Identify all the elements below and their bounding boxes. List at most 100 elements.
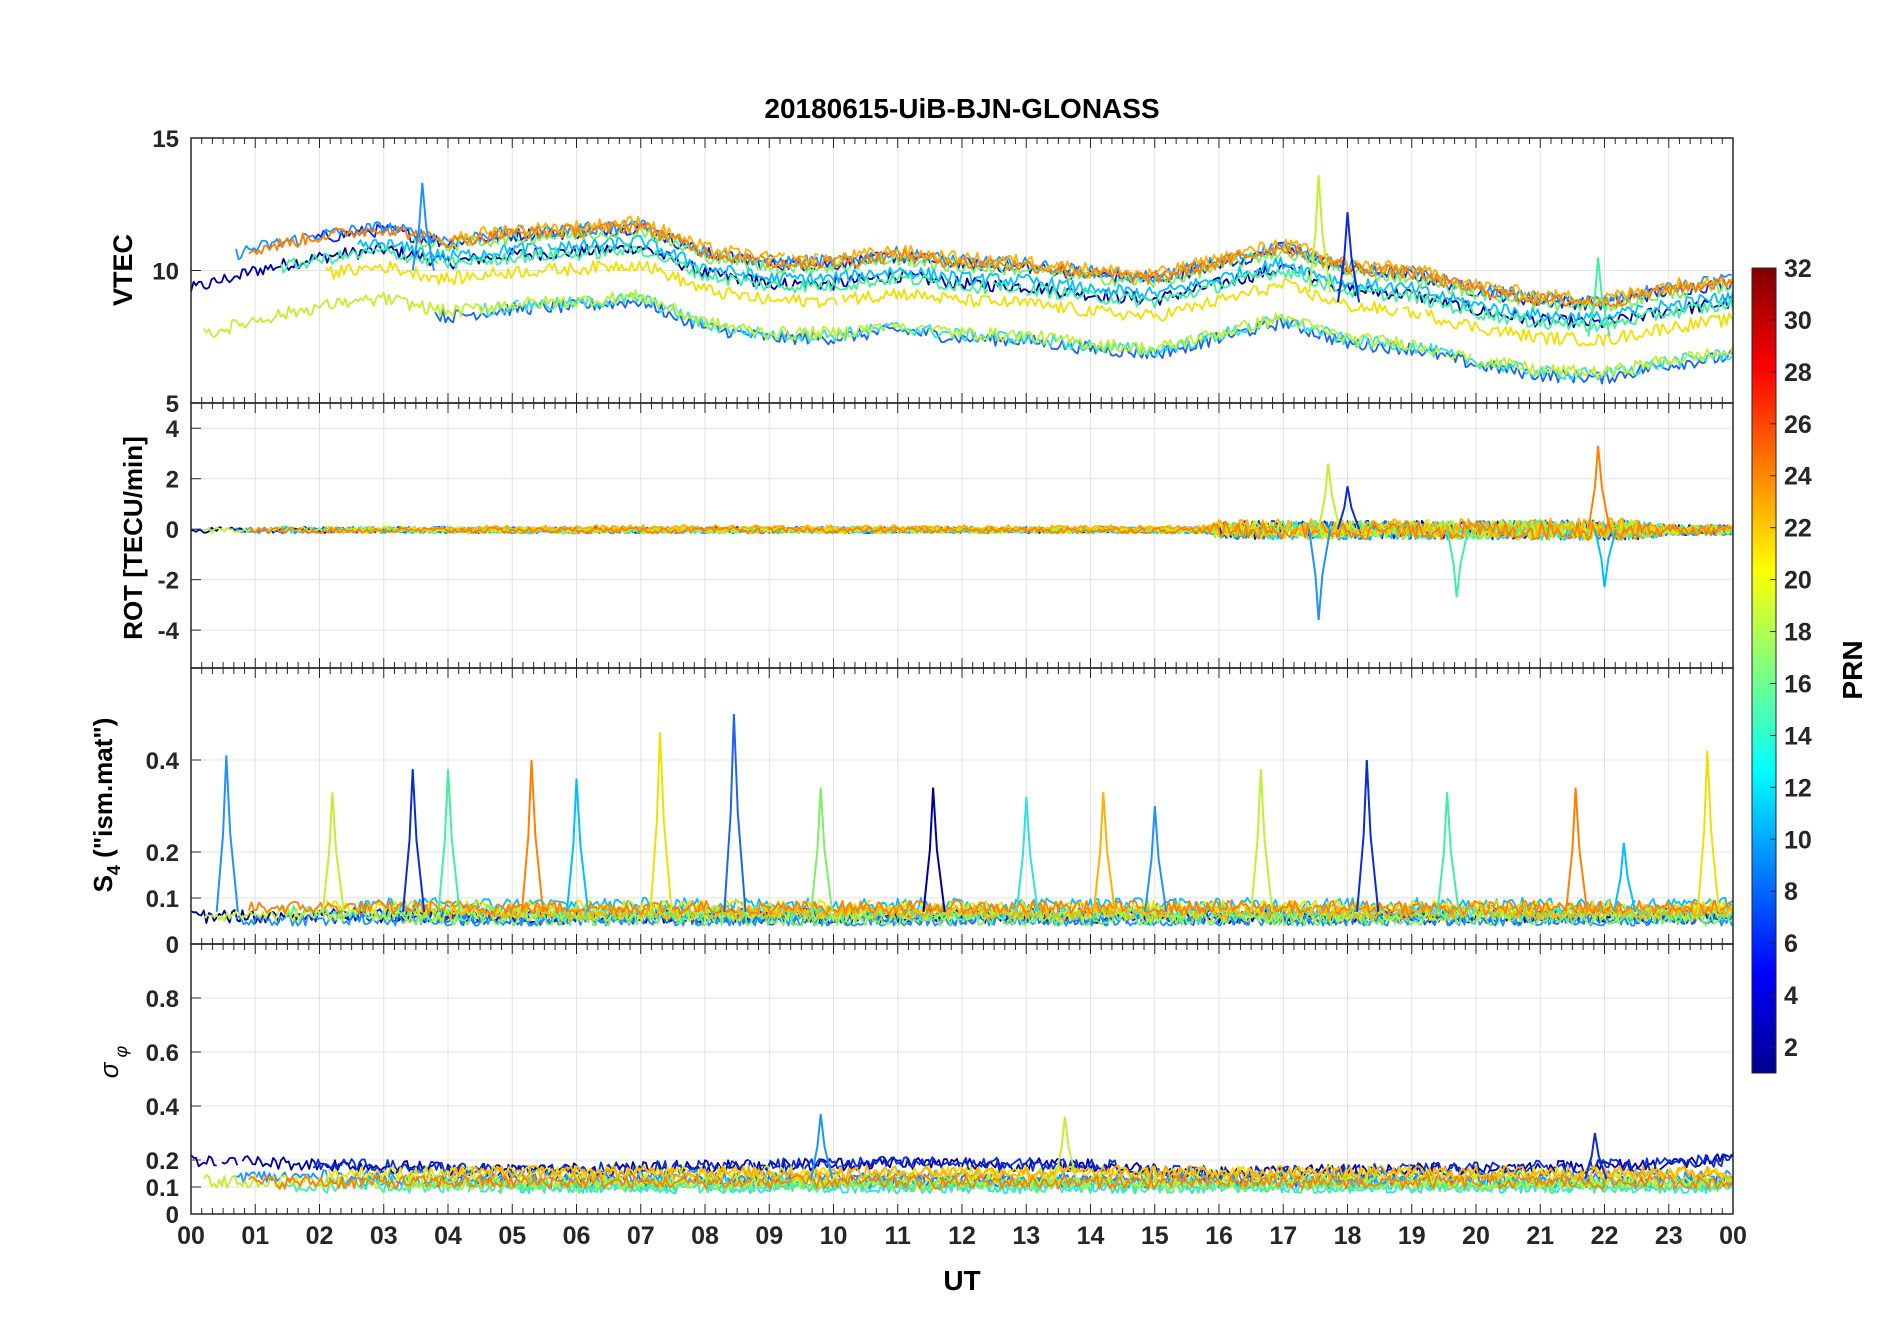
- colorbar-gradient: [1751, 267, 1777, 1074]
- x-tick-label: 19: [1398, 1222, 1426, 1250]
- s4-series-line: [325, 899, 1733, 915]
- s4-spike: [215, 755, 239, 912]
- vtec-ytick-label: 15: [152, 126, 179, 153]
- colorbar-tick-label: 18: [1784, 619, 1812, 647]
- sigma-spike: [1584, 1132, 1608, 1180]
- vtec-ticks: 5 10 15: [152, 126, 1734, 418]
- vtec-series-line: [248, 221, 1733, 308]
- s4-spike: [437, 769, 461, 912]
- x-tick-label: 03: [370, 1222, 398, 1250]
- s4-spike: [1092, 792, 1116, 912]
- rot-series-line: [248, 519, 1732, 541]
- panel-vtec: 5 10 15 VTEC: [108, 126, 1734, 418]
- s4-ytick-label: 0: [166, 932, 179, 959]
- sigma-ytick-label: 0.2: [146, 1148, 179, 1175]
- rot-ytick-label: 2: [166, 467, 179, 494]
- s4-ytick-label: 0.1: [146, 886, 179, 913]
- colorbar-tick-label: 14: [1784, 722, 1812, 750]
- rot-spike: [1446, 528, 1470, 598]
- rot-ytick-label: -2: [158, 568, 179, 595]
- sigma-ytick-label: 0: [166, 1202, 179, 1229]
- sigma-ytick-label: 0.4: [146, 1094, 180, 1121]
- x-tick-label: 02: [306, 1222, 334, 1250]
- colorbar-tick-label: 30: [1784, 307, 1812, 335]
- rot-lines: [191, 445, 1733, 621]
- vtec-spike: [1587, 257, 1611, 337]
- colorbar-tick-label: 22: [1784, 515, 1812, 543]
- colorbar-tick-label: 4: [1784, 982, 1798, 1010]
- rot-ticks: -4 -2 0 2 4: [158, 403, 1734, 668]
- rot-spike: [1336, 486, 1361, 530]
- sigma-spike: [810, 1113, 834, 1180]
- vtec-series-line: [203, 289, 1733, 380]
- rot-ytick-label: -4: [158, 618, 180, 645]
- colorbar-tick-label: 10: [1784, 826, 1812, 854]
- x-tick-label: 08: [691, 1222, 719, 1250]
- colorbar-tick-label: 26: [1784, 411, 1812, 439]
- colorbar-tick-label: 32: [1784, 255, 1812, 283]
- x-tick-label: 16: [1205, 1222, 1233, 1250]
- s4-spike: [1613, 842, 1637, 913]
- vtec-spike: [1336, 212, 1361, 303]
- x-tick-label: 00: [177, 1222, 205, 1250]
- panel-rot: -4 -2 0 2 4 ROT [TECU/min]: [118, 402, 1734, 669]
- s4-spike: [649, 732, 673, 912]
- s4-spike: [1015, 796, 1039, 912]
- x-tick-label: 06: [563, 1222, 591, 1250]
- sigma-series-line: [191, 1153, 1733, 1181]
- x-axis-label: UT: [943, 1265, 980, 1296]
- x-tick-label: 12: [948, 1222, 976, 1250]
- sigma-series-line: [248, 1174, 1733, 1190]
- x-tick-label: 20: [1462, 1222, 1490, 1250]
- x-tick-label: 05: [498, 1222, 526, 1250]
- colorbar-tick-label: 12: [1784, 774, 1812, 802]
- sigma-ytick-label: 0.8: [146, 986, 179, 1013]
- x-tick-label: 15: [1141, 1222, 1169, 1250]
- s4-spike: [1565, 787, 1589, 912]
- sigma-ticks: 00.10.2 0.4 0.6 0.8: [146, 944, 1734, 1229]
- vtec-ytick-label: 10: [152, 259, 179, 286]
- s4-series-line: [247, 899, 1733, 916]
- sigma-series-line: [480, 1179, 1733, 1195]
- x-tick-label: 07: [627, 1222, 655, 1250]
- panel-s4: 0 0.1 0.2 0.4 S4 ("ism.mat"): [88, 667, 1734, 959]
- rot-ylabel: ROT [TECU/min]: [118, 436, 148, 640]
- x-tick-label: 22: [1591, 1222, 1619, 1250]
- sigma-series-line: [312, 1153, 1733, 1181]
- vtec-spike: [1308, 175, 1332, 293]
- colorbar-tick-label: 2: [1784, 1034, 1798, 1062]
- s4-spike: [922, 787, 946, 912]
- x-tick-label: 10: [820, 1222, 848, 1250]
- x-tick-label: 04: [434, 1222, 462, 1250]
- s4-spike: [1144, 805, 1168, 912]
- s4-ticks: 0 0.1 0.2 0.4: [146, 668, 1734, 959]
- s4-spike: [321, 792, 345, 912]
- vtec-series-line: [325, 259, 1733, 347]
- rot-spike: [1593, 528, 1618, 588]
- colorbar-tick-label: 24: [1784, 463, 1812, 491]
- vtec-ytick-label: 5: [166, 391, 179, 418]
- s4-spike: [520, 759, 545, 912]
- figure-title: 20180615-UiB-BJN-GLONASS: [764, 93, 1159, 124]
- sigma-lines: [191, 1113, 1733, 1195]
- sigma-ytick-label: 0.1: [146, 1175, 179, 1202]
- x-tick-label: 21: [1526, 1222, 1554, 1250]
- sigma-ytick-label: 0.6: [146, 1040, 179, 1067]
- vtec-ylabel: VTEC: [108, 234, 138, 306]
- colorbar-label: PRN: [1837, 640, 1868, 699]
- colorbar-tick-label: 6: [1784, 930, 1798, 958]
- vtec-spike: [411, 182, 435, 271]
- sigma-spike: [1054, 1116, 1078, 1180]
- s4-spike: [1436, 792, 1460, 912]
- s4-lines: [191, 713, 1733, 927]
- x-tick-label: 11: [885, 1222, 912, 1250]
- x-tick-label: 23: [1655, 1222, 1683, 1250]
- x-tick-label: 00: [1719, 1222, 1747, 1250]
- s4-ytick-label: 0.2: [146, 840, 179, 867]
- vtec-series-line: [280, 242, 1733, 333]
- vtec-lines: [191, 175, 1733, 385]
- s4-spike: [1696, 750, 1720, 912]
- s4-spike: [1250, 769, 1274, 912]
